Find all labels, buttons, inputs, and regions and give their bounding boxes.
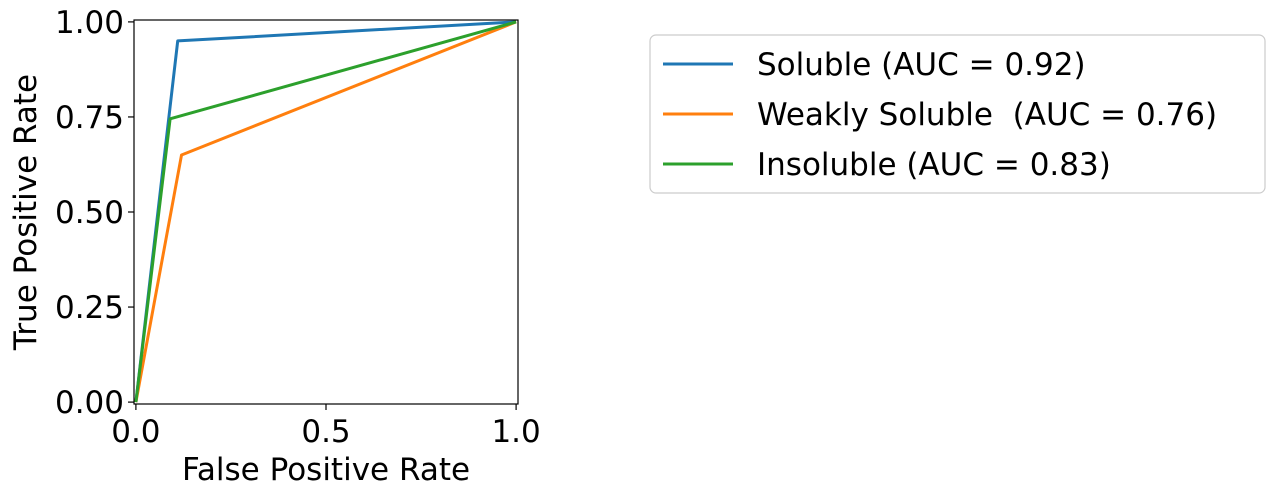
legend-label-0: Soluble (AUC = 0.92): [757, 47, 1086, 83]
x-axis-label: False Positive Rate: [182, 452, 470, 488]
y-tick-label: 1.00: [55, 5, 124, 41]
plot-frame: [133, 19, 519, 405]
x-tick-label: 0.0: [111, 414, 160, 450]
series-layer: [134, 20, 517, 403]
legend: Soluble (AUC = 0.92) Weakly Soluble (AUC …: [649, 34, 1266, 194]
x-tick-label: 0.5: [301, 414, 350, 450]
y-axis-label: True Positive Rate: [8, 74, 44, 351]
y-tick-label: 0.50: [55, 195, 124, 231]
y-tick-label: 0.00: [55, 385, 124, 421]
series-line-2: [134, 20, 517, 403]
series-line-0: [134, 20, 517, 403]
legend-label-2: Insoluble (AUC = 0.83): [757, 147, 1111, 183]
legend-items: Soluble (AUC = 0.92) Weakly Soluble (AUC …: [663, 47, 1217, 183]
legend-label-1: Weakly Soluble (AUC = 0.76): [757, 97, 1217, 133]
y-axis-ticks: 0.00 0.25 0.50 0.75 1.00: [55, 5, 134, 421]
x-tick-label: 1.0: [491, 414, 540, 450]
legend-frame: [649, 34, 1266, 194]
series-line-1: [134, 20, 517, 403]
y-tick-label: 0.75: [55, 100, 124, 136]
y-tick-label: 0.25: [55, 290, 124, 326]
x-axis-ticks: 0.0 0.5 1.0: [111, 404, 541, 450]
